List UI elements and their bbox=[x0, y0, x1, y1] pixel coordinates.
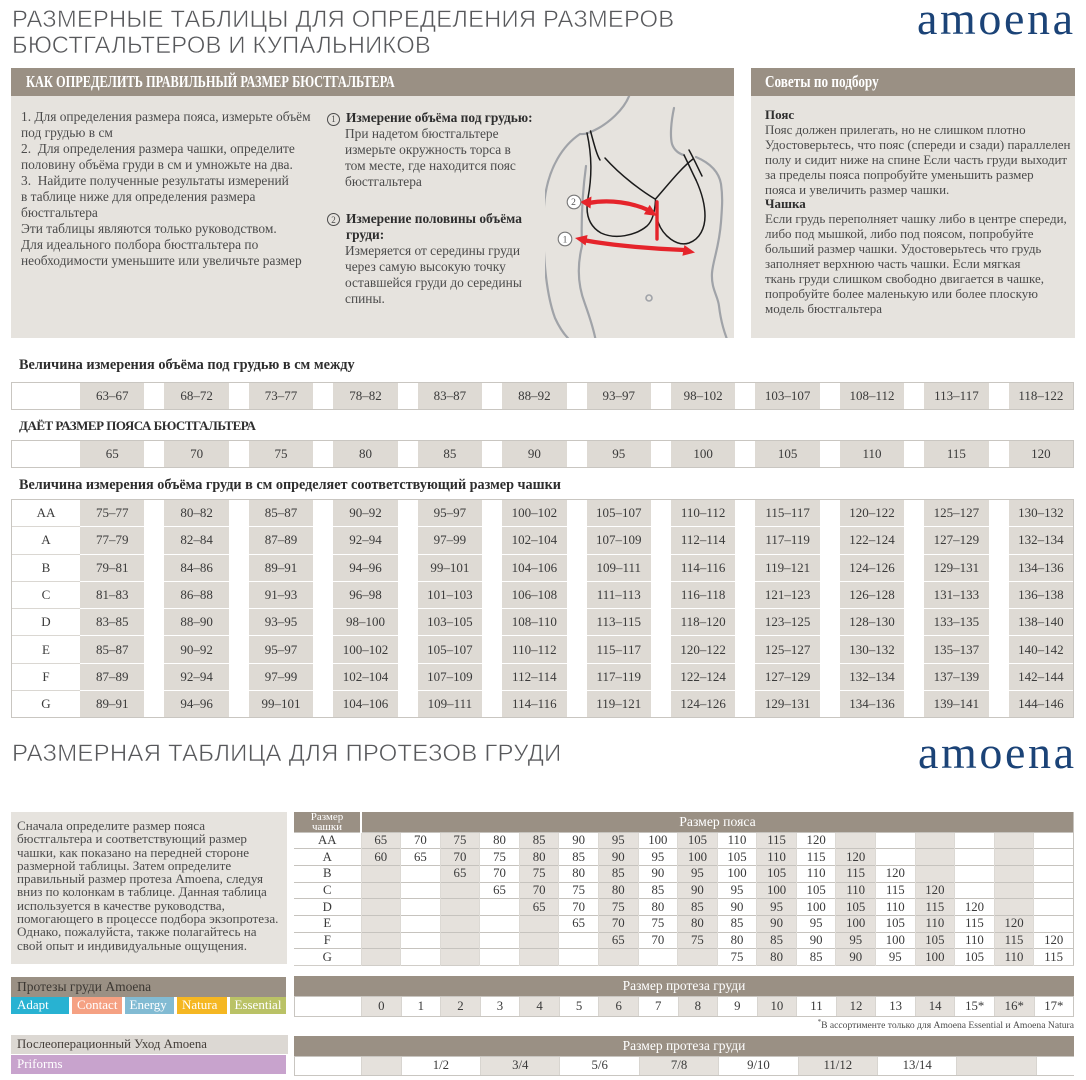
svg-text:1: 1 bbox=[563, 236, 568, 246]
svg-text:2: 2 bbox=[571, 198, 576, 208]
